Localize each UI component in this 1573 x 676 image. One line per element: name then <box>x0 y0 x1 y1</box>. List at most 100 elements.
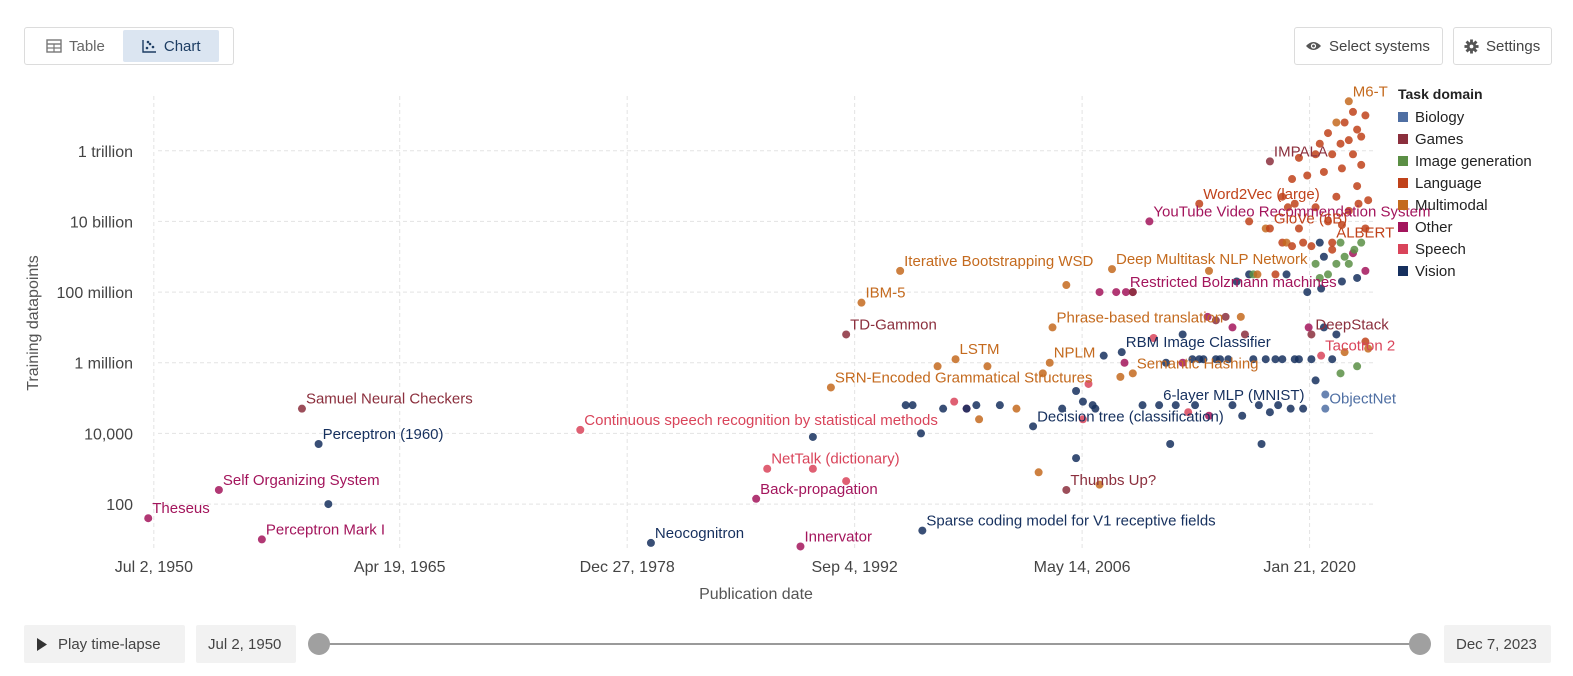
data-point <box>796 542 805 551</box>
data-point <box>1058 404 1067 413</box>
data-point <box>1361 111 1370 120</box>
data-point <box>1354 199 1363 208</box>
data-point <box>1204 266 1213 275</box>
legend-item[interactable]: Vision <box>1398 260 1532 282</box>
select-systems-button[interactable]: Select systems <box>1294 27 1443 65</box>
timeline-start-date[interactable]: Jul 2, 1950 <box>196 625 296 663</box>
data-point <box>1228 401 1237 410</box>
data-point <box>1072 454 1081 463</box>
legend-item[interactable]: Language <box>1398 172 1532 194</box>
data-point <box>1062 485 1071 494</box>
data-point <box>1203 312 1212 321</box>
data-point <box>972 401 981 410</box>
play-icon <box>37 637 47 651</box>
data-point <box>1034 468 1043 477</box>
legend-swatch <box>1398 222 1408 232</box>
data-point <box>1321 404 1330 413</box>
play-timelapse-button[interactable]: Play time-lapse <box>24 625 185 663</box>
data-point-label: Theseus <box>152 500 210 517</box>
data-point <box>1078 415 1087 424</box>
data-point <box>1120 358 1129 367</box>
data-point <box>1282 270 1291 279</box>
data-point-label: Semantic Hashing <box>1137 355 1259 372</box>
data-point <box>1112 288 1121 297</box>
data-point <box>1336 139 1345 148</box>
data-point <box>950 397 959 406</box>
data-point <box>1062 281 1071 290</box>
data-point <box>995 401 1004 410</box>
data-point <box>896 266 905 275</box>
settings-button[interactable]: Settings <box>1453 27 1552 65</box>
data-point <box>1117 348 1126 357</box>
data-point-label: Restricted Bolzmann machines <box>1130 274 1337 291</box>
legend-item[interactable]: Multimodal <box>1398 194 1532 216</box>
x-tick-label: Jul 2, 1950 <box>115 559 193 576</box>
legend-item[interactable]: Other <box>1398 216 1532 238</box>
table-view-button[interactable]: Table <box>28 30 123 62</box>
legend-item[interactable]: Biology <box>1398 106 1532 128</box>
legend-item[interactable]: Speech <box>1398 238 1532 260</box>
timeline-start-handle[interactable] <box>308 633 330 655</box>
legend-item[interactable]: Games <box>1398 128 1532 150</box>
data-point <box>297 404 306 413</box>
data-point <box>1299 238 1308 247</box>
data-point <box>646 538 655 547</box>
data-point <box>1232 277 1241 286</box>
chart-view-button[interactable]: Chart <box>122 30 219 62</box>
gear-icon <box>1464 38 1479 54</box>
data-point <box>1344 136 1353 145</box>
data-point <box>1283 203 1292 212</box>
legend-item[interactable]: Image generation <box>1398 150 1532 172</box>
data-point <box>1357 238 1366 247</box>
data-point <box>1353 182 1362 191</box>
data-point-label: Samuel Neural Checkers <box>306 391 473 408</box>
data-point <box>1328 238 1337 247</box>
data-point-label: IMPALA <box>1274 143 1328 160</box>
data-point <box>1364 344 1373 353</box>
data-point <box>1332 192 1341 201</box>
timeline-end-date[interactable]: Dec 7, 2023 <box>1444 625 1551 663</box>
data-point <box>1324 270 1333 279</box>
data-point <box>918 526 927 535</box>
data-point <box>1348 150 1357 159</box>
data-point <box>951 355 960 364</box>
legend-label: Speech <box>1415 240 1466 258</box>
data-point <box>1128 288 1137 297</box>
data-point <box>1128 369 1137 378</box>
x-tick-label: Dec 27, 1978 <box>580 559 675 576</box>
data-point <box>1278 355 1287 364</box>
data-point <box>1344 97 1353 106</box>
legend-label: Other <box>1415 218 1453 236</box>
timeline-end-handle[interactable] <box>1409 633 1431 655</box>
data-point <box>1166 440 1175 449</box>
data-point <box>576 425 585 434</box>
data-point <box>324 500 333 509</box>
data-point <box>1324 129 1333 138</box>
data-point <box>1245 217 1254 226</box>
y-tick-label: 100 million <box>57 285 133 302</box>
data-point <box>1332 118 1341 127</box>
y-tick-label: 10,000 <box>84 426 133 443</box>
data-point-label: NetTalk (dictionary) <box>771 451 899 468</box>
data-point <box>1340 252 1349 261</box>
data-point <box>857 298 866 307</box>
data-point-label: IBM-5 <box>865 285 905 302</box>
data-point <box>916 429 925 438</box>
timeline-slider-track[interactable] <box>319 643 1420 645</box>
data-point-label: GloVe (6B) <box>1274 210 1347 227</box>
data-point-label: M6-T <box>1353 83 1388 100</box>
data-point-label: Neocognitron <box>655 525 744 542</box>
data-point <box>1249 355 1258 364</box>
data-point <box>1221 312 1230 321</box>
data-point-label: Deep Multitask NLP Network <box>1116 251 1308 268</box>
data-point <box>1348 107 1357 116</box>
y-tick-label: 1 million <box>74 356 133 373</box>
data-point <box>1364 196 1373 205</box>
data-point <box>1091 404 1100 413</box>
legend-swatch <box>1398 178 1408 188</box>
data-point <box>1294 355 1303 364</box>
data-point-label: Perceptron (1960) <box>323 426 444 443</box>
eye-icon <box>1306 42 1321 50</box>
data-point <box>1116 372 1125 381</box>
data-point <box>1311 150 1320 159</box>
